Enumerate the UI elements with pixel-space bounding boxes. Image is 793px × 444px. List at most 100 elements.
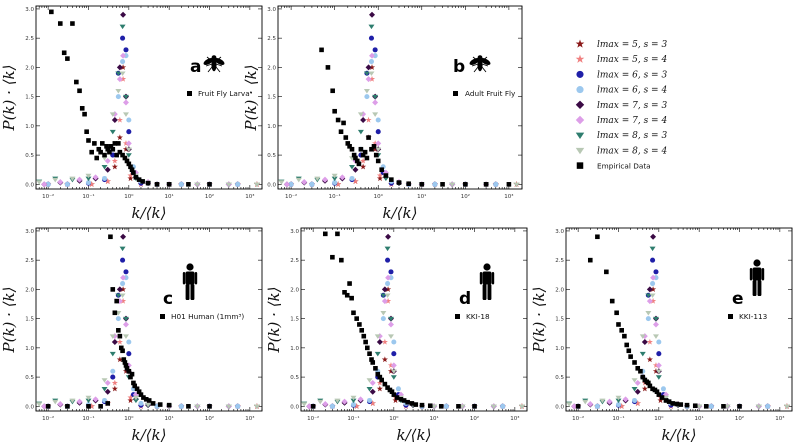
panel-c-empirical-point [143,397,149,402]
panel-c-empirical-point [117,333,123,339]
panel-c-ytick-label: 0.0 [25,404,34,410]
panel-e-model-5-point [587,400,594,407]
panel-b-frame [277,5,523,190]
panel-a-model-6-point [85,176,92,182]
panel-b-empirical-point [364,155,370,161]
panel-b-xtick-label: 10¹ [417,193,426,200]
panel-e-empirical-point [674,401,680,407]
panel-b-model-2-point [375,129,381,135]
shared-legend-label: lmax = 6, s = 4 [597,86,667,96]
panel-e-empirical-point [619,328,624,333]
panel-e-empirical-point [609,298,615,304]
panel-c-model-7-point [109,334,116,339]
panel-c-xtick-label: 10³ [245,415,254,422]
panel-e-model-7-point [655,369,662,374]
panel-d-xtick-label: 10² [470,415,479,422]
panel-d-empirical-point [367,351,372,357]
panel-a-empirical-point [108,144,114,149]
panel-a-ytick-label: 3.0 [25,7,34,13]
panel-e-empirical-point [646,380,651,386]
panel-e-xtick-label: 10⁰ [654,415,664,422]
panel-b-empirical-point [325,65,331,70]
panel-a-model-5-point [57,178,64,185]
panel-c-empirical-point [186,404,191,409]
panel-b-model-7-point [375,147,382,152]
panel-d-xtick-label: 10⁰ [389,415,399,422]
panel-a-model-7-point [85,173,92,179]
panel-c-model-4-point [120,233,127,240]
panel-c-model-7-point [85,395,92,401]
panel-d-empirical-point [382,381,388,387]
panel-e-empirical-point [659,395,665,400]
panel-c-model-6-point [85,398,92,404]
panel-e-model-7-point [566,402,573,407]
panel-e-ytick-label: 2.0 [555,287,564,293]
panel-a-empirical-point [131,170,136,175]
panel-e-empirical-point [622,333,627,339]
panel-a-model-1-point [127,172,134,179]
panel-a-empirical-point [140,179,145,184]
panel-b-xtick-label: 10⁻¹ [329,193,341,200]
panel-c-empirical-point [207,404,212,409]
panel-a-model-0-point [122,146,130,152]
panel-b-model-0-point [360,163,367,170]
panel-c-model-6-point [132,398,139,404]
panel-a-legend-marker [187,91,192,96]
panel-d-model-7-point [380,310,387,316]
panel-b-model-6-point [349,164,355,170]
panel-a-empirical-point [128,164,133,170]
panel-a-model-7-point [194,182,201,188]
panel-a-model-3-point [45,181,51,187]
panel-d-model-1-point [369,400,376,406]
panel-a-model-0-point [116,134,123,141]
panel-e-legend-marker [728,314,733,319]
panel-c-empirical-point [131,380,136,386]
panel-b-plot-area: 0.0 0.5 1.0 1.5 2.0 2.5 3.0 10⁻² 10⁻¹ 10⁰ 10¹ 10² 10… [242,6,523,222]
panel-d-empirical-point [389,389,395,395]
shared-legend-entry: lmax = 5, s = 4 [575,54,667,65]
panel-c-model-0-point [116,356,123,363]
panel-c-model-7-point [101,378,108,383]
panel-e-model-1-point [634,400,641,406]
panel-d-ytick-label: 0.5 [290,375,299,381]
panel-a-empirical-point [129,167,135,173]
panel-b-legend-label: Adult Fruit Fly [465,89,516,98]
panel-a-model-7-point [253,182,260,188]
panel-b-model-1-point [372,140,379,146]
panel-d-model-5-point [381,298,388,305]
panel-d-model-7-point [317,399,324,405]
panel-d-model-5-point [341,398,348,405]
panel-d-model-7-point [334,398,341,404]
panel-c-frame [35,227,263,412]
panel-a-model-4-point [116,64,123,71]
panel-d-model-2-point [385,257,391,263]
panel-e-xtick-label: 10¹ [695,415,704,422]
panel-b-model-5-point [369,52,375,59]
panel-a-model-5-point [104,157,111,164]
panel-a-model-5-point [122,99,129,106]
panel-c-model-6-point [119,246,126,252]
panel-e-model-7-point [649,293,656,298]
panel-a-legend-label: Fruit Fly Larva [198,89,250,98]
panel-e-empirical-point [670,401,675,406]
panel-a-empirical-point [92,141,97,146]
panel-e-empirical-point [616,322,621,327]
panel-c-model-7-point [119,293,126,298]
panel-e-model-7-point [645,310,652,316]
panel-c-letter: c [163,289,173,309]
panel-d-empirical-point [359,328,365,333]
panel-e-model-1-point [652,362,660,368]
panel-a-empirical-point [122,155,128,161]
panel-b-model-6-point [368,24,375,30]
panel-c-model-5-point [120,274,127,281]
panel-d-empirical-point [394,395,400,400]
panel-e-model-6-point [645,293,652,298]
panel-a-letter: a [190,57,201,77]
panel-c-model-2-point [126,351,132,357]
panel-a-model-2-point [123,47,129,53]
panel-d-xtick-label: 10⁻² [307,415,319,422]
shared-legend: lmax = 5, s = 3 lmax = 5, s = 4 lmax = 6, … [575,39,667,171]
panel-b-empirical-point [343,135,349,140]
panel-d-model-5-point [306,403,313,410]
panel-e-xlabel: k/⟨k⟩ [662,426,697,444]
